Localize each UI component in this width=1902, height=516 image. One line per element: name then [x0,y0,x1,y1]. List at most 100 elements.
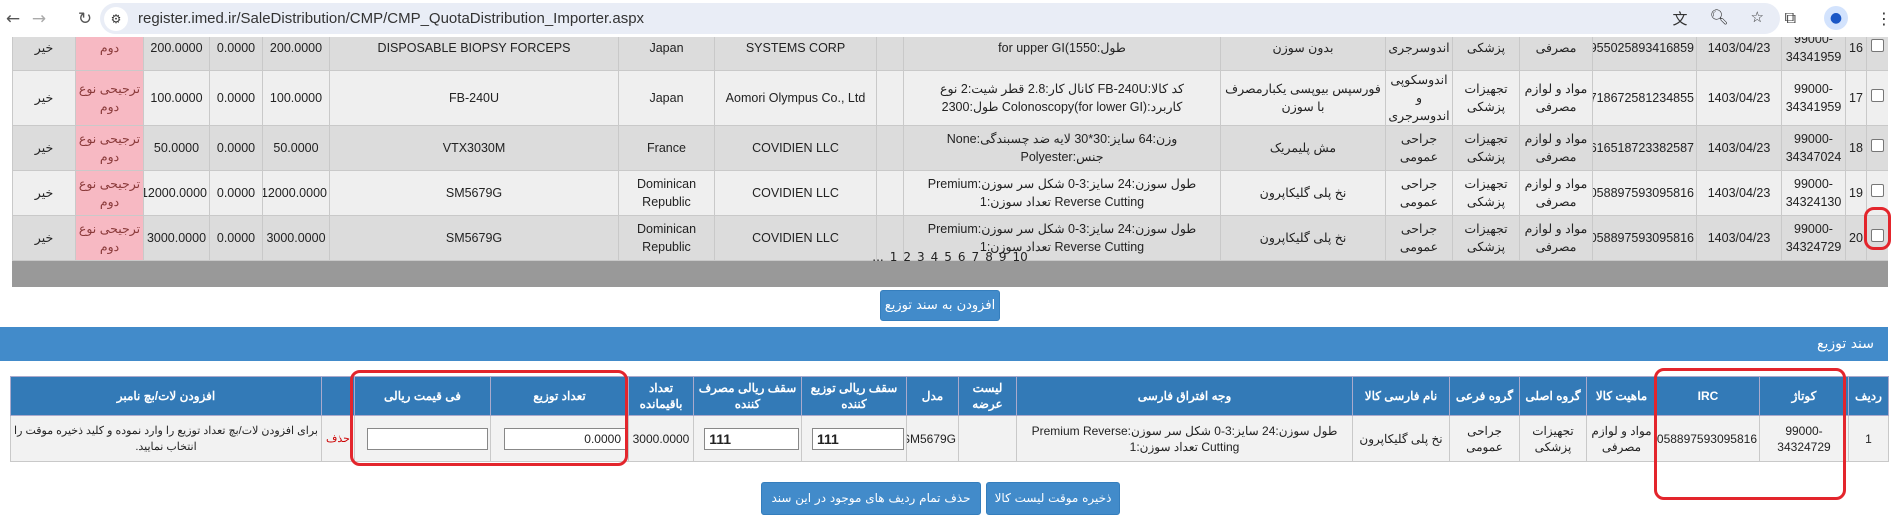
delete-all-button[interactable]: حذف تمام ردیف های موجود در این سند [761,482,981,515]
column-header: ردیف [1848,376,1889,416]
distributor-cap-input[interactable]: 111 [812,427,904,450]
column-header: تعداد باقیمانده [628,376,694,416]
page-link[interactable]: 10 [1012,250,1028,264]
site-settings-icon[interactable]: ⚙ [104,6,128,31]
n2-cell: 0.0000 [209,70,263,126]
desc-cell: کد کالا:FB-240U کانال کار:2.8 قطر شیت:2 … [903,70,1221,126]
profile-icon[interactable]: ● [1824,6,1848,30]
nature-cell: مواد و لوازم مصرفی [1586,415,1657,462]
url-text[interactable]: register.imed.ir/SaleDistribution/CMP/CM… [138,10,645,27]
reload-icon[interactable]: ↻ [77,8,93,29]
company-cell: COVIDIEN LLC [714,215,877,261]
no-cell: 19 [1845,170,1867,216]
consumer-cap-input[interactable]: 111 [704,427,799,450]
type-cell: ترجیحی نوع دوم [75,215,144,261]
save-temp-button[interactable]: ذخیره موقت لیست کالا [986,482,1120,515]
distribution-document-table: ردیف کوتاژ IRC ماهیت کالا گروه اصلی گروه فرعی… [10,376,1889,462]
row-checkbox[interactable] [1871,139,1884,152]
desc-cell: طول سوزن:24 سایز:3-0 شکل سر سوزن:Premium… [903,170,1221,216]
group-cell: پزشکی [1452,37,1520,71]
subgroup-cell: جراحی عمومی [1385,170,1453,216]
desc-cell: طول:1550)for upper GI [903,37,1221,71]
row-select-cell [1866,125,1888,171]
table-row: 17 99000-34341959 1403/04/23 47186725812348… [12,70,1888,126]
flag-cell: خیر [12,70,76,126]
n2-cell: 0.0000 [209,170,263,216]
company-cell: COVIDIEN LLC [714,125,877,171]
no-cell: 18 [1845,125,1867,171]
back-icon[interactable]: ← [5,8,21,29]
translate-icon[interactable]: 文 [1672,10,1688,28]
empty-cell [876,37,904,71]
column-header: تعداد توزیع [490,376,629,416]
country-cell: France [618,125,715,171]
name-cell: نخ پلی گلیکاپرون [1352,415,1450,462]
subgroup-cell: جراحی عمومی [1385,215,1453,261]
table-row: 20 99000-34324729 1403/04/23 40588975930958… [12,215,1888,261]
extensions-icon[interactable]: ⧉ [1784,8,1796,27]
star-icon[interactable]: ☆ [1750,8,1764,26]
empty-cell [876,215,904,261]
date-cell: 1403/04/23 [1696,70,1782,126]
date-cell: 1403/04/23 [1696,170,1782,216]
row-checkbox[interactable] [1871,39,1884,52]
row-checkbox[interactable] [1871,184,1884,197]
delete-link[interactable]: حذف [326,433,350,445]
row-checkbox[interactable] [1871,89,1884,102]
page-link[interactable]: 6 [957,250,966,264]
page-link[interactable]: 2 [903,250,911,264]
model-cell: VTX3030M [329,125,619,171]
flag-cell: خیر [12,37,76,71]
desc-cell: وزن:64 سایز:30*30 لایه ضد چسبندگی:None ج… [903,125,1221,171]
irc-cell: 4058897593095816 [1592,170,1697,216]
address-bar[interactable]: ⚙ register.imed.ir/SaleDistribution/CMP/… [100,3,1780,34]
page-link[interactable]: 8 [985,250,993,264]
product-list: 16 99000-34341959 1403/04/23 49550258934168… [12,37,1888,287]
page-link[interactable]: 9 [998,250,1007,264]
column-header: سقف ریالی توزیع کننده [801,376,907,416]
zoom-icon[interactable]: 🔍︎ [1709,8,1729,26]
page-link[interactable]: ... [872,250,884,264]
product-table: 16 99000-34341959 1403/04/23 49550258934168… [12,37,1888,261]
model-cell: SM5679G [329,170,619,216]
description-cell: طول سوزن:24 سایز:3-0 شکل سر سوزن:Premium… [1016,415,1353,462]
page-link[interactable]: 3 [916,250,925,264]
date-cell: 1403/04/23 [1696,215,1782,261]
column-header: سقف ریالی مصرف کننده [693,376,802,416]
table-row: 18 99000-34347024 1403/04/23 46165187233825… [12,125,1888,171]
row-number: 1 [1848,415,1889,462]
add-to-document-button[interactable]: افزودن به سند توزیع [880,290,1000,321]
column-header: کوتاژ [1759,376,1849,416]
menu-icon[interactable]: ⋮ [1876,8,1892,28]
n3-cell: 100.0000 [262,70,330,126]
row-checkbox[interactable] [1871,229,1884,242]
nature-cell: مواد و لوازم مصرفی [1519,170,1593,216]
table-row: 19 99000-34324130 1403/04/23 40588975930958… [12,170,1888,216]
lot-hint: برای افزودن لات/بچ تعداد توزیع را وارد ن… [10,415,322,462]
irc-cell: 4058897593095816 [1656,415,1760,462]
n3-cell: 3000.0000 [262,215,330,261]
code-cell: 99000-34347024 [1781,125,1846,171]
page-link[interactable]: 5 [944,250,952,264]
page-link[interactable]: 7 [971,250,980,264]
n3-cell: 12000.0000 [262,170,330,216]
country-cell: Dominican Republic [618,215,715,261]
column-header [321,376,355,416]
subgroup-cell: جراحی عمومی [1385,125,1453,171]
model-cell: SM5679G [906,415,959,462]
flag-cell: خیر [12,170,76,216]
code-cell: 99000-34341959 [1781,70,1846,126]
irc-cell: 4955025893416859 [1592,37,1697,71]
page-link[interactable]: 1 [889,250,898,264]
forward-icon[interactable]: → [31,8,47,29]
price-cell [354,415,491,462]
page-link[interactable]: 4 [930,250,939,264]
nature-cell: مواد و لوازم مصرفی [1519,70,1593,126]
company-cell: SYSTEMS CORP [714,37,877,71]
model-cell: FB-240U [329,70,619,126]
flag-cell: خیر [12,125,76,171]
n3-cell: 50.0000 [262,125,330,171]
n2-cell: 0.0000 [209,37,263,71]
unit-price-input[interactable] [367,427,488,450]
annotation-irc-code [1654,368,1846,500]
